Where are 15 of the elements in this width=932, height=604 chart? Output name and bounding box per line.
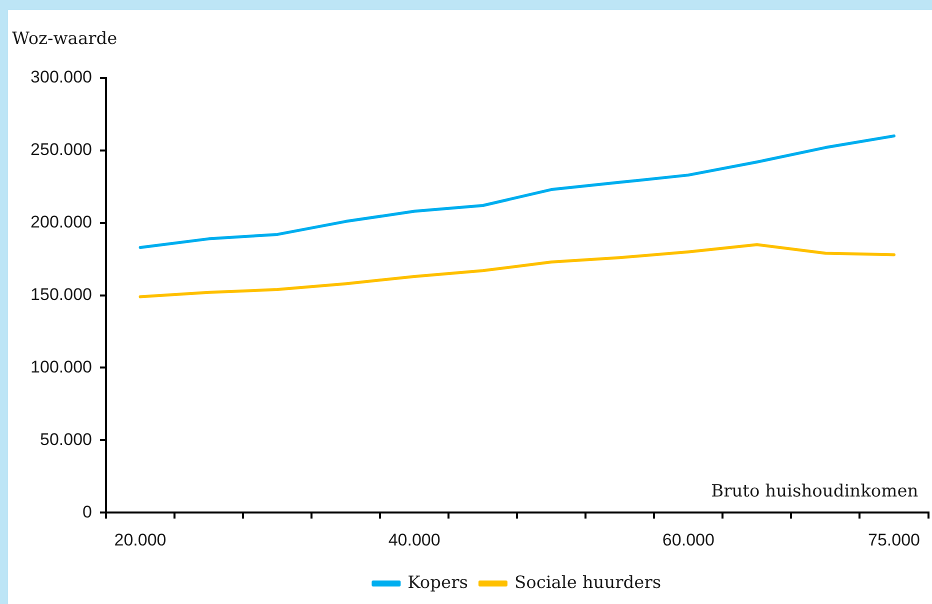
legend-label: Kopers <box>408 572 468 593</box>
x-tick-label: 40.000 <box>388 530 440 550</box>
x-axis-title: Bruto huishoudinkomen <box>711 482 918 502</box>
y-tick-label: 250.000 <box>30 140 92 160</box>
y-tick-label: 50.000 <box>40 430 92 449</box>
x-tick-label: 20.000 <box>114 530 166 550</box>
x-tick-label: 60.000 <box>662 530 714 550</box>
y-tick-label: 300.000 <box>30 68 92 87</box>
y-tick-label: 100.000 <box>30 357 92 376</box>
legend-label: Sociale huurders <box>514 572 662 593</box>
x-tick-label: 75.000 <box>868 530 920 550</box>
y-tick-label: 0 <box>82 502 92 522</box>
y-tick-label: 200.000 <box>30 212 92 232</box>
y-axis-title: Woz-waarde <box>12 29 118 49</box>
y-tick-label: 150.000 <box>30 284 92 304</box>
